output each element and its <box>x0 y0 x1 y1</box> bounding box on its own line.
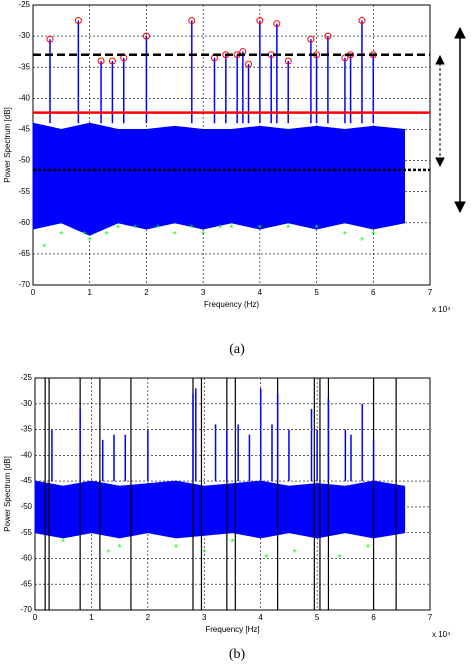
y-tick-label: -50 <box>18 156 30 165</box>
x-tick-label: 5 <box>314 288 319 297</box>
x-axis-label: Frequency [Hz] <box>205 625 259 634</box>
minimum-marker: * <box>286 224 290 235</box>
minimum-marker: * <box>366 543 370 554</box>
peak-marker <box>188 17 196 25</box>
minimum-marker: * <box>338 553 342 564</box>
x-tick-label: 4 <box>258 613 263 622</box>
x-tick-label: 6 <box>371 288 376 297</box>
x-multiplier: x 10⁴ <box>432 305 451 314</box>
y-axis-label: Power Spectrum [dB] <box>3 107 12 183</box>
minimum-marker: * <box>231 538 235 549</box>
y-tick-label: -45 <box>20 476 32 485</box>
minimum-marker: * <box>82 230 86 241</box>
minimum-marker: * <box>264 553 268 564</box>
caption: (b) <box>229 647 246 661</box>
x-tick-label: 2 <box>146 613 151 622</box>
peak-marker <box>108 57 116 65</box>
y-tick-label: -60 <box>20 554 32 563</box>
peak-marker <box>341 54 349 62</box>
minimum-marker: * <box>116 224 120 235</box>
x-tick-label: 0 <box>31 288 36 297</box>
peak-marker <box>284 57 292 65</box>
x-tick-label: 5 <box>315 613 320 622</box>
minimum-marker: * <box>293 548 297 559</box>
x-tick-label: 3 <box>202 613 207 622</box>
y-tick-label: -30 <box>18 31 30 40</box>
range-arrows <box>435 26 466 214</box>
peak-marker <box>142 32 150 40</box>
x-tick-label: 0 <box>33 613 38 622</box>
peak-marker <box>256 17 264 25</box>
minimum-marker: * <box>190 224 194 235</box>
y-tick-label: -60 <box>18 218 30 227</box>
y-tick-label: -50 <box>20 502 32 511</box>
peak-marker <box>273 20 281 28</box>
y-tick-label: -55 <box>20 528 32 537</box>
minimum-marker: * <box>371 230 375 241</box>
minimum-marker: * <box>360 236 364 247</box>
y-tick-label: -70 <box>20 605 32 614</box>
x-tick-label: 1 <box>87 288 92 297</box>
x-tick-label: 7 <box>428 288 433 297</box>
noise-band <box>32 122 405 236</box>
y-tick-label: -55 <box>18 187 30 196</box>
y-tick-label: -65 <box>20 579 32 588</box>
minimum-marker: * <box>258 224 262 235</box>
peak-marker <box>74 17 82 25</box>
minimum-marker: * <box>133 224 137 235</box>
minimum-marker: * <box>88 236 92 247</box>
minimum-marker: * <box>61 538 65 549</box>
x-tick-label: 2 <box>144 288 149 297</box>
minimum-marker: * <box>218 224 222 235</box>
minimum-marker: * <box>174 543 178 554</box>
minimum-marker: * <box>59 230 63 241</box>
minimum-marker: * <box>202 548 206 559</box>
y-tick-label: -70 <box>18 280 30 289</box>
peak-marker <box>324 32 332 40</box>
peak-marker <box>245 60 253 68</box>
peak-marker <box>97 57 105 65</box>
minimum-marker: * <box>315 224 319 235</box>
y-axis-label: Power Spectrum [dB] <box>3 456 12 532</box>
y-tick-label: -25 <box>18 0 30 9</box>
x-multiplier: x 10⁴ <box>432 630 451 639</box>
caption: (a) <box>229 342 245 357</box>
chart: -70-65-60-55-50-45-40-35-30-250 1 2 3 4 5 6 7**… <box>3 0 451 357</box>
peak-marker <box>46 35 54 43</box>
x-tick-label: 6 <box>371 613 376 622</box>
y-tick-label: -35 <box>18 62 30 71</box>
minimum-marker: * <box>201 230 205 241</box>
x-tick-label: 1 <box>89 613 94 622</box>
chart: -70 -65 -60 -55 -50 -45 -40 -35 -30 -25 0 1 2 3 4 5 6 7 * *… <box>3 373 451 662</box>
x-tick-label: 3 <box>201 288 206 297</box>
peak-marker <box>307 35 315 43</box>
peak-marker <box>358 17 366 25</box>
x-tick-label: 7 <box>428 613 433 622</box>
minimum-marker: * <box>230 224 234 235</box>
y-tick-label: -25 <box>20 373 32 382</box>
y-tick-label: -65 <box>18 249 30 258</box>
y-tick-label: -40 <box>20 450 32 459</box>
noise-band <box>34 480 406 539</box>
y-tick-label: -45 <box>18 125 30 134</box>
minimum-marker: * <box>156 224 160 235</box>
minimum-marker: * <box>343 230 347 241</box>
minimum-marker: * <box>118 543 122 554</box>
minimum-marker: * <box>42 242 46 253</box>
y-tick-label: -30 <box>20 399 32 408</box>
y-tick-label: -40 <box>18 93 30 102</box>
minimum-marker: * <box>173 230 177 241</box>
y-tick-label: -35 <box>20 425 32 434</box>
minimum-marker: * <box>105 230 109 241</box>
x-tick-label: 4 <box>258 288 263 297</box>
x-axis-label: Frequency (Hz) <box>204 300 259 309</box>
minimum-marker: * <box>106 548 110 559</box>
